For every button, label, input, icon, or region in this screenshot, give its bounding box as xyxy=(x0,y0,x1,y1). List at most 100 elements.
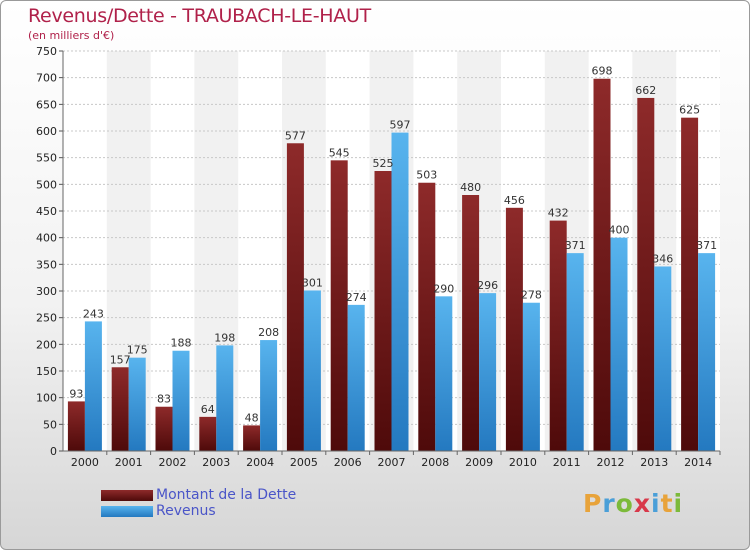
data-label-debt: 577 xyxy=(285,129,306,142)
bar-revenue xyxy=(479,293,497,451)
legend-label-debt: Montant de la Dette xyxy=(156,487,297,503)
bar-debt xyxy=(155,406,173,451)
legend-swatch-debt xyxy=(101,490,153,501)
x-tick-label: 2004 xyxy=(246,456,274,469)
bar-revenue xyxy=(610,237,628,451)
bar-debt xyxy=(199,416,217,451)
x-tick-label: 2002 xyxy=(159,456,187,469)
x-tick-label: 2003 xyxy=(202,456,230,469)
data-label-debt: 157 xyxy=(110,353,131,366)
x-tick-label: 2001 xyxy=(115,456,143,469)
y-tick-label: 600 xyxy=(36,125,57,138)
bar-revenue xyxy=(522,302,540,451)
y-tick-label: 350 xyxy=(36,258,57,271)
bar-debt xyxy=(330,160,348,452)
y-tick-label: 650 xyxy=(36,98,57,111)
data-label-debt: 480 xyxy=(460,181,481,194)
data-label-revenue: 296 xyxy=(477,279,498,292)
data-label-debt: 662 xyxy=(635,84,656,97)
y-tick-label: 50 xyxy=(43,418,57,431)
bar-revenue xyxy=(347,304,365,451)
bar-debt xyxy=(637,97,655,451)
data-label-revenue: 301 xyxy=(302,276,323,289)
data-label-revenue: 400 xyxy=(609,224,630,237)
bar-revenue xyxy=(216,345,234,451)
data-label-debt: 93 xyxy=(69,387,83,400)
y-tick-label: 700 xyxy=(36,72,57,85)
logo-letter: o xyxy=(615,489,634,518)
data-label-revenue: 346 xyxy=(652,252,673,265)
data-label-revenue: 198 xyxy=(214,331,235,344)
data-label-debt: 456 xyxy=(504,194,525,207)
x-tick-label: 2006 xyxy=(334,456,362,469)
x-tick-label: 2013 xyxy=(640,456,668,469)
x-tick-label: 2007 xyxy=(378,456,406,469)
bar-debt xyxy=(67,401,85,451)
bar-revenue xyxy=(654,266,672,451)
bar-revenue xyxy=(84,321,102,451)
data-label-debt: 83 xyxy=(157,393,171,406)
y-tick-label: 100 xyxy=(36,392,57,405)
x-tick-label: 2009 xyxy=(465,456,493,469)
data-label-debt: 64 xyxy=(201,403,215,416)
bar-debt xyxy=(505,207,523,451)
bar-debt xyxy=(593,78,611,451)
y-tick-label: 300 xyxy=(36,285,57,298)
data-label-revenue: 597 xyxy=(390,119,411,132)
y-tick-label: 250 xyxy=(36,312,57,325)
x-tick-label: 2012 xyxy=(597,456,625,469)
data-label-revenue: 290 xyxy=(433,282,454,295)
y-tick-label: 150 xyxy=(36,365,57,378)
data-label-debt: 432 xyxy=(548,207,569,220)
bar-revenue xyxy=(566,253,584,451)
bar-debt xyxy=(286,143,304,451)
x-tick-label: 2010 xyxy=(509,456,537,469)
bar-revenue xyxy=(435,296,453,451)
logo-letter: r xyxy=(602,489,616,518)
bar-revenue xyxy=(698,253,716,451)
data-label-debt: 545 xyxy=(329,146,350,159)
data-label-revenue: 188 xyxy=(171,337,192,350)
bar-revenue xyxy=(260,340,278,451)
x-tick-label: 2005 xyxy=(290,456,318,469)
bar-debt xyxy=(374,171,392,451)
x-tick-label: 2008 xyxy=(421,456,449,469)
logo-letter: x xyxy=(633,489,651,518)
data-label-revenue: 208 xyxy=(258,326,279,339)
data-label-revenue: 371 xyxy=(565,239,586,252)
bar-debt xyxy=(681,117,699,452)
x-tick-label: 2000 xyxy=(71,456,99,469)
bar-debt xyxy=(418,182,436,451)
bar-revenue xyxy=(128,357,146,451)
logo-letter: P xyxy=(583,489,603,518)
legend-swatch-revenue xyxy=(101,506,153,517)
x-tick-label: 2014 xyxy=(684,456,712,469)
chart-subtitle: (en milliers d'€) xyxy=(28,29,115,42)
data-label-revenue: 175 xyxy=(127,344,148,357)
y-tick-label: 0 xyxy=(50,445,57,458)
data-label-debt: 503 xyxy=(416,169,437,182)
y-tick-label: 450 xyxy=(36,205,57,218)
data-label-debt: 625 xyxy=(679,104,700,117)
y-tick-label: 500 xyxy=(36,178,57,191)
bar-debt xyxy=(243,425,261,451)
data-label-revenue: 278 xyxy=(521,289,542,302)
legend-label-revenue: Revenus xyxy=(156,503,216,519)
bar-debt xyxy=(462,195,480,451)
logo-letter: t xyxy=(660,489,674,518)
y-tick-label: 200 xyxy=(36,338,57,351)
chart-title: Revenus/Dette - TRAUBACH-LE-HAUT xyxy=(28,5,371,27)
proxiti-logo: Proxiti xyxy=(583,489,683,518)
logo-letter: i xyxy=(673,489,684,518)
data-label-debt: 48 xyxy=(245,411,259,424)
y-tick-label: 400 xyxy=(36,232,57,245)
x-tick-label: 2011 xyxy=(553,456,581,469)
bar-revenue xyxy=(303,290,321,451)
data-label-debt: 525 xyxy=(373,157,394,170)
data-label-revenue: 371 xyxy=(696,239,717,252)
y-tick-label: 750 xyxy=(36,45,57,58)
bar-debt xyxy=(549,220,567,451)
bar-revenue xyxy=(391,132,409,451)
